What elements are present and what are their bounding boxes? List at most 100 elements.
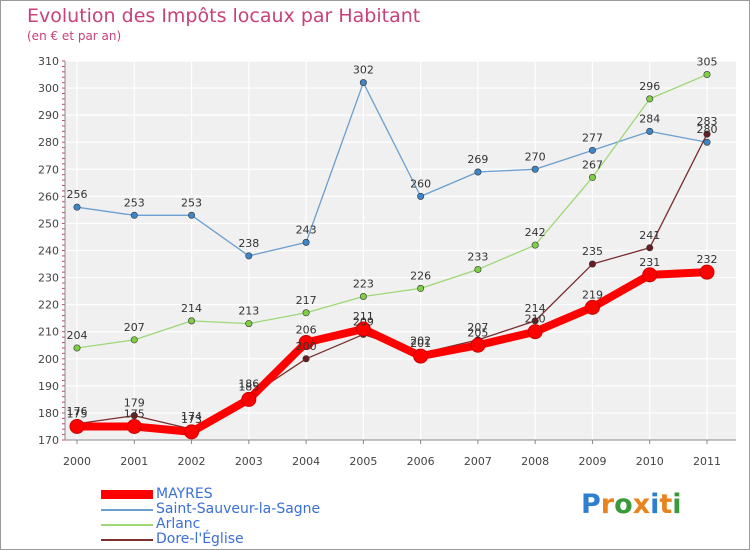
data-point-arlanc	[474, 265, 482, 273]
data-label-arlanc: 233	[467, 250, 488, 263]
data-point-dore-l-glise	[646, 244, 654, 252]
chart-title: Evolution des Impôts locaux par Habitant	[27, 5, 421, 27]
data-point-dore-l-glise	[703, 130, 711, 138]
data-point-saint-sauveur-la-sagne	[531, 165, 539, 173]
data-point-saint-sauveur-la-sagne	[474, 168, 482, 176]
data-label-saint-sauveur-la-sagne: 238	[238, 237, 259, 250]
data-point-saint-sauveur-la-sagne	[417, 192, 425, 200]
data-point-dore-l-glise	[588, 260, 596, 268]
data-label-dore-l-glise: 241	[639, 229, 660, 242]
data-point-saint-sauveur-la-sagne	[188, 211, 196, 219]
legend-swatch	[101, 523, 153, 526]
data-point-mayres	[355, 321, 371, 337]
series-line-arlanc	[76, 73, 708, 349]
data-point-arlanc	[359, 293, 367, 301]
data-label-dore-l-glise: 283	[697, 115, 718, 128]
data-label-mayres: 175	[67, 407, 88, 420]
data-label-mayres: 173	[181, 413, 202, 426]
data-label-dore-l-glise: 200	[296, 340, 317, 353]
y-tick-label: 260	[38, 190, 59, 203]
data-label-mayres: 210	[525, 313, 546, 326]
x-tick-label: 2000	[63, 455, 91, 468]
data-label-mayres: 231	[639, 256, 660, 269]
data-label-arlanc: 242	[525, 226, 546, 239]
data-label-saint-sauveur-la-sagne: 270	[525, 150, 546, 163]
data-point-mayres	[527, 324, 543, 340]
data-point-saint-sauveur-la-sagne	[245, 252, 253, 260]
data-point-saint-sauveur-la-sagne	[703, 138, 711, 146]
data-label-mayres: 211	[353, 310, 374, 323]
x-tick-label: 2006	[407, 455, 435, 468]
data-point-dore-l-glise	[302, 355, 310, 363]
logo-letter: i	[650, 489, 660, 520]
legend-label: Saint-Sauveur-la-Sagne	[156, 501, 321, 517]
data-point-arlanc	[417, 284, 425, 292]
data-point-arlanc	[646, 95, 654, 103]
data-point-saint-sauveur-la-sagne	[588, 146, 596, 154]
data-label-arlanc: 214	[181, 302, 202, 315]
data-label-arlanc: 296	[639, 80, 660, 93]
data-point-saint-sauveur-la-sagne	[359, 79, 367, 87]
data-label-mayres: 201	[410, 337, 431, 350]
data-label-saint-sauveur-la-sagne: 269	[467, 153, 488, 166]
legend-swatch	[101, 538, 153, 541]
data-label-arlanc: 217	[296, 294, 317, 307]
data-point-mayres	[298, 335, 314, 351]
data-label-saint-sauveur-la-sagne: 280	[697, 123, 718, 136]
data-label-saint-sauveur-la-sagne: 284	[639, 112, 660, 125]
x-tick-label: 2011	[693, 455, 721, 468]
data-label-arlanc: 226	[410, 269, 431, 282]
data-label-saint-sauveur-la-sagne: 302	[353, 64, 374, 77]
logo-letter: r	[600, 489, 615, 520]
data-point-saint-sauveur-la-sagne	[130, 211, 138, 219]
legend-label: MAYRES	[156, 486, 213, 502]
data-label-arlanc: 223	[353, 278, 374, 291]
y-tick-label: 170	[38, 434, 59, 447]
data-point-arlanc	[302, 309, 310, 317]
data-point-saint-sauveur-la-sagne	[646, 127, 654, 135]
data-point-mayres	[69, 418, 85, 434]
data-point-mayres	[184, 424, 200, 440]
data-label-mayres: 232	[697, 253, 718, 266]
data-label-arlanc: 305	[697, 56, 718, 69]
data-label-saint-sauveur-la-sagne: 256	[67, 188, 88, 201]
data-point-mayres	[241, 391, 257, 407]
data-point-arlanc	[245, 320, 253, 328]
y-tick-label: 210	[38, 326, 59, 339]
y-tick-label: 220	[38, 299, 59, 312]
data-label-arlanc: 213	[238, 305, 259, 318]
logo-letter: P	[581, 489, 601, 520]
data-label-dore-l-glise: 209	[353, 315, 374, 328]
data-label-dore-l-glise: 214	[525, 302, 546, 315]
data-point-mayres	[584, 299, 600, 315]
data-label-mayres: 205	[467, 326, 488, 339]
y-tick-label: 290	[38, 109, 59, 122]
data-point-saint-sauveur-la-sagne	[302, 238, 310, 246]
data-label-dore-l-glise: 176	[67, 405, 88, 418]
data-label-dore-l-glise: 174	[181, 410, 202, 423]
y-tick-label: 300	[38, 82, 59, 95]
y-tick-label: 240	[38, 245, 59, 258]
logo-letter: t	[659, 489, 673, 520]
data-point-dore-l-glise	[130, 412, 138, 420]
data-label-mayres: 185	[238, 380, 259, 393]
data-point-mayres	[642, 267, 658, 283]
y-tick-label: 250	[38, 217, 59, 230]
legend-swatch	[101, 508, 153, 511]
data-label-mayres: 175	[124, 407, 145, 420]
data-label-dore-l-glise: 202	[410, 334, 431, 347]
data-label-saint-sauveur-la-sagne: 277	[582, 131, 603, 144]
data-point-mayres	[413, 348, 429, 364]
legend-label: Dore-l'Église	[156, 531, 244, 547]
x-tick-label: 2005	[349, 455, 377, 468]
data-label-dore-l-glise: 235	[582, 245, 603, 258]
data-label-saint-sauveur-la-sagne: 260	[410, 177, 431, 190]
y-tick-label: 270	[38, 163, 59, 176]
data-point-arlanc	[73, 344, 81, 352]
data-point-arlanc	[703, 71, 711, 79]
y-tick-label: 230	[38, 272, 59, 285]
series-line-mayres	[73, 268, 711, 436]
y-tick-label: 180	[38, 407, 59, 420]
